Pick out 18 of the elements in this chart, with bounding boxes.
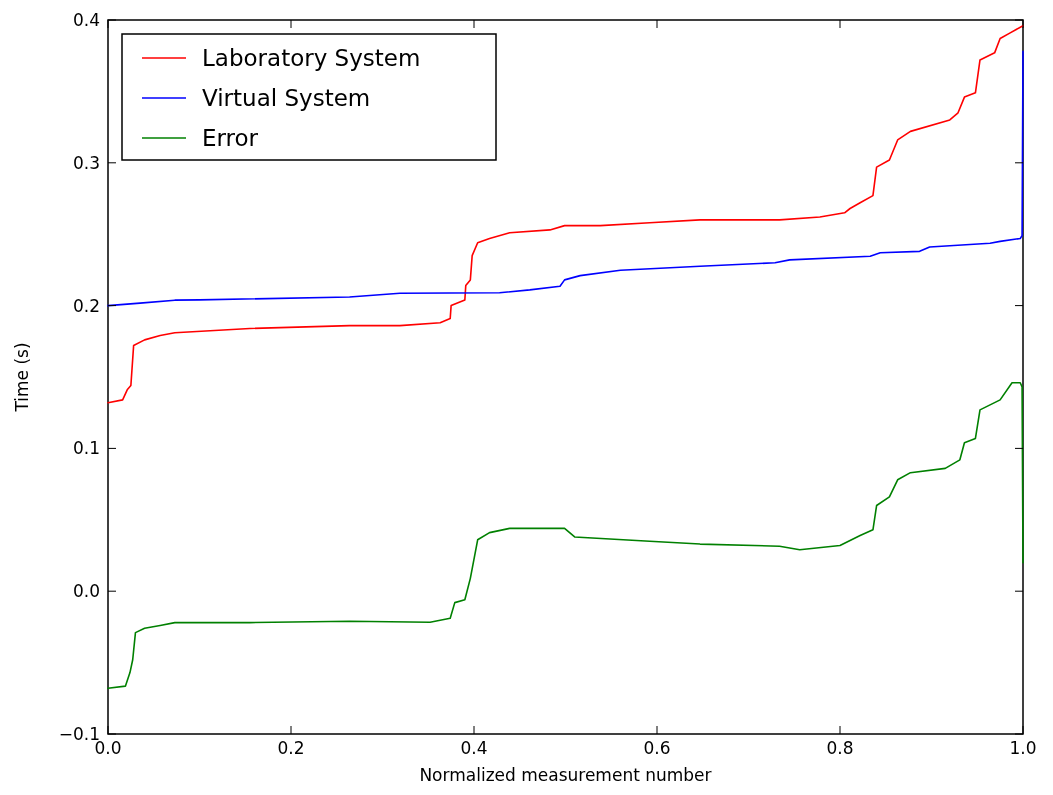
line-series	[107, 381, 1024, 690]
x-tick-label: 0.4	[460, 738, 488, 758]
line-series	[107, 50, 1024, 307]
x-tick-label: 1.0	[1009, 738, 1037, 758]
x-tick-label: 0.2	[277, 738, 305, 758]
x-tick-label: 0.8	[826, 738, 854, 758]
x-axis-title: Normalized measurement number	[419, 765, 712, 785]
y-tick-label: 0.3	[72, 152, 100, 173]
line-series	[107, 24, 1024, 404]
y-tick-label: 0.4	[72, 9, 100, 30]
y-tick-label: 0.1	[72, 438, 100, 459]
x-tick-label: 0.6	[643, 738, 671, 758]
y-axis-title: Time (s)	[12, 342, 32, 413]
y-tick-label: 0.2	[72, 295, 100, 316]
legend-label: Error	[202, 125, 259, 152]
legend-label: Virtual System	[202, 85, 371, 112]
legend-label: Laboratory System	[202, 45, 421, 72]
y-tick-label: 0.0	[72, 581, 100, 602]
